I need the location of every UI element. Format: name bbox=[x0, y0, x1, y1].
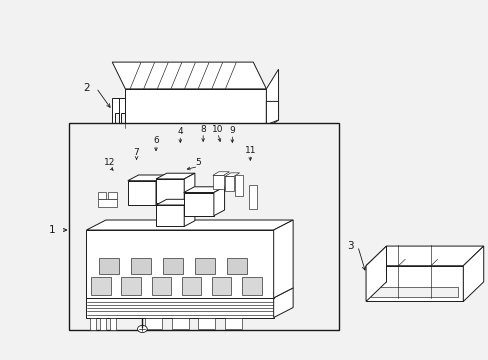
Bar bbox=[121, 277, 141, 295]
Polygon shape bbox=[224, 173, 239, 176]
Bar bbox=[182, 277, 201, 295]
Bar bbox=[108, 192, 117, 199]
Bar bbox=[91, 277, 111, 295]
Text: 8: 8 bbox=[200, 125, 205, 134]
Polygon shape bbox=[224, 176, 233, 192]
Polygon shape bbox=[212, 172, 229, 175]
Polygon shape bbox=[366, 266, 462, 301]
Text: 7: 7 bbox=[133, 148, 139, 157]
Polygon shape bbox=[266, 69, 278, 128]
Bar bbox=[211, 277, 231, 295]
Bar bbox=[195, 257, 215, 274]
Text: 5: 5 bbox=[195, 158, 201, 167]
Polygon shape bbox=[86, 288, 292, 298]
Polygon shape bbox=[366, 246, 386, 301]
Polygon shape bbox=[183, 193, 213, 216]
Polygon shape bbox=[212, 175, 223, 189]
Bar bbox=[224, 318, 242, 329]
Text: 6: 6 bbox=[153, 136, 159, 145]
Polygon shape bbox=[184, 199, 195, 226]
Polygon shape bbox=[125, 89, 266, 128]
Polygon shape bbox=[184, 173, 195, 203]
Polygon shape bbox=[156, 199, 195, 205]
Text: 1: 1 bbox=[49, 225, 56, 235]
Bar bbox=[198, 318, 215, 329]
Text: 4: 4 bbox=[177, 127, 183, 136]
Polygon shape bbox=[156, 175, 166, 205]
Text: 2: 2 bbox=[83, 83, 90, 93]
Bar bbox=[144, 318, 162, 329]
Bar bbox=[130, 257, 151, 274]
Text: 9: 9 bbox=[229, 126, 235, 135]
Polygon shape bbox=[112, 98, 125, 125]
Text: 12: 12 bbox=[103, 158, 115, 167]
Polygon shape bbox=[462, 246, 483, 301]
Bar bbox=[226, 257, 247, 274]
Bar bbox=[120, 113, 124, 123]
Polygon shape bbox=[213, 187, 224, 216]
Polygon shape bbox=[127, 175, 166, 181]
Bar bbox=[171, 318, 188, 329]
Polygon shape bbox=[112, 62, 266, 89]
Polygon shape bbox=[234, 175, 242, 196]
Bar bbox=[99, 257, 119, 274]
Polygon shape bbox=[156, 179, 184, 203]
Bar bbox=[151, 277, 171, 295]
Bar bbox=[242, 277, 261, 295]
Polygon shape bbox=[273, 288, 292, 318]
Polygon shape bbox=[156, 205, 184, 226]
Polygon shape bbox=[86, 220, 292, 230]
Circle shape bbox=[137, 325, 147, 333]
Polygon shape bbox=[86, 230, 273, 298]
Bar bbox=[98, 192, 106, 199]
Bar bbox=[163, 257, 183, 274]
Polygon shape bbox=[127, 181, 156, 205]
Bar bbox=[98, 199, 117, 207]
Polygon shape bbox=[266, 102, 278, 125]
Bar bbox=[69, 123, 339, 330]
Bar bbox=[110, 318, 116, 330]
Polygon shape bbox=[249, 185, 257, 208]
Polygon shape bbox=[273, 220, 292, 298]
Bar bbox=[90, 318, 96, 330]
Polygon shape bbox=[86, 298, 273, 318]
Text: 11: 11 bbox=[244, 146, 256, 155]
Polygon shape bbox=[156, 173, 195, 179]
Bar bbox=[370, 287, 458, 297]
Text: 10: 10 bbox=[212, 125, 223, 134]
Polygon shape bbox=[183, 187, 224, 193]
Text: 3: 3 bbox=[346, 241, 353, 251]
Bar bbox=[100, 318, 106, 330]
Polygon shape bbox=[366, 246, 483, 266]
Bar bbox=[115, 113, 119, 123]
